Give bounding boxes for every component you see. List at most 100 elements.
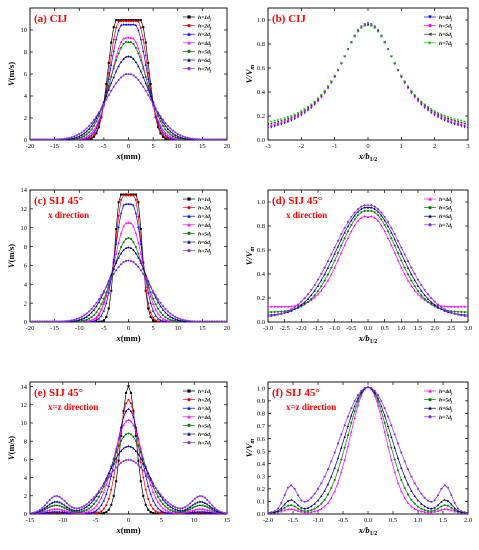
- data-point: [420, 100, 423, 103]
- data-point: [122, 19, 125, 22]
- y-tick-label: 0.7: [257, 423, 266, 430]
- data-point: [65, 505, 69, 509]
- data-point: [58, 320, 61, 322]
- data-point: [456, 507, 460, 510]
- data-point: [149, 291, 152, 294]
- x-tick-label: -5: [93, 517, 98, 524]
- data-point: [340, 433, 343, 436]
- y-tick-label: 0.6: [257, 247, 266, 254]
- data-point: [107, 281, 110, 284]
- data-point: [453, 305, 456, 308]
- data-point: [60, 510, 64, 514]
- data-point: [134, 211, 138, 215]
- data-point: [48, 510, 51, 514]
- data-point: [343, 231, 346, 234]
- data-point: [201, 500, 204, 503]
- data-point: [283, 506, 286, 509]
- legend-entry: h=1dj: [198, 389, 212, 395]
- data-point: [306, 297, 310, 300]
- data-point: [276, 507, 280, 510]
- data-point: [350, 421, 353, 424]
- data-point: [102, 483, 105, 486]
- data-point: [144, 466, 147, 470]
- data-point: [276, 124, 280, 127]
- data-point: [144, 75, 147, 79]
- data-point: [65, 137, 68, 140]
- data-point: [132, 248, 135, 252]
- data-point: [30, 138, 32, 140]
- data-point: [92, 305, 96, 308]
- data-point: [129, 391, 133, 394]
- data-point: [102, 490, 106, 493]
- data-point: [456, 124, 460, 127]
- x-tick-label: 1: [400, 143, 403, 150]
- data-point: [154, 486, 157, 489]
- series-h=7dj: [30, 458, 227, 514]
- data-point: [134, 425, 138, 428]
- data-point: [119, 425, 123, 428]
- data-point: [107, 508, 110, 511]
- data-point: [122, 241, 125, 244]
- y-tick-label: 0: [24, 511, 27, 518]
- legend-entry: h=4dj: [439, 389, 453, 395]
- x-tick-label: -15: [50, 325, 59, 332]
- data-point: [55, 507, 59, 511]
- data-point: [119, 252, 123, 255]
- data-point: [283, 493, 286, 497]
- data-point: [353, 410, 356, 413]
- data-point: [191, 320, 194, 322]
- data-point: [181, 509, 184, 512]
- data-point: [97, 124, 100, 127]
- data-point: [423, 509, 426, 512]
- data-point: [46, 504, 49, 508]
- data-point: [323, 272, 326, 276]
- data-point: [51, 138, 54, 140]
- data-point: [129, 433, 133, 436]
- data-point: [149, 295, 152, 298]
- data-point: [159, 126, 162, 130]
- data-point: [201, 510, 204, 513]
- legend-entry: h=5dj: [439, 206, 453, 212]
- data-point: [147, 291, 150, 294]
- data-point: [280, 510, 283, 513]
- data-point: [463, 305, 466, 308]
- data-point: [174, 315, 177, 318]
- data-point: [100, 314, 103, 317]
- data-point: [124, 246, 128, 250]
- data-point: [453, 117, 456, 121]
- data-point: [152, 507, 155, 510]
- data-point: [303, 297, 306, 300]
- data-point: [196, 508, 199, 511]
- data-point: [166, 501, 169, 504]
- data-point: [360, 26, 363, 30]
- data-point: [343, 446, 346, 449]
- data-point: [270, 122, 273, 125]
- x-tick-label: -10: [75, 143, 84, 150]
- data-point: [290, 309, 293, 312]
- data-point: [161, 118, 165, 121]
- data-point: [139, 261, 142, 264]
- data-point: [110, 289, 113, 292]
- data-point: [73, 135, 76, 138]
- panel-title: (f) SIJ 45°: [272, 387, 320, 399]
- data-point: [413, 272, 416, 275]
- data-point: [85, 133, 88, 136]
- data-point: [453, 123, 456, 126]
- data-point: [300, 300, 303, 303]
- data-point: [85, 137, 88, 140]
- data-point: [376, 207, 380, 211]
- data-point: [139, 461, 142, 464]
- data-point: [115, 82, 118, 85]
- series-line: [30, 260, 227, 322]
- data-point: [149, 315, 152, 319]
- data-point: [137, 252, 140, 255]
- data-point: [85, 318, 88, 321]
- data-point: [139, 19, 142, 22]
- data-point: [333, 246, 336, 249]
- x-tick-label: 1.5: [414, 325, 422, 332]
- x-tick-label: -2.0: [263, 517, 273, 524]
- data-point: [211, 138, 214, 140]
- series-line: [268, 216, 468, 308]
- data-point: [33, 320, 36, 322]
